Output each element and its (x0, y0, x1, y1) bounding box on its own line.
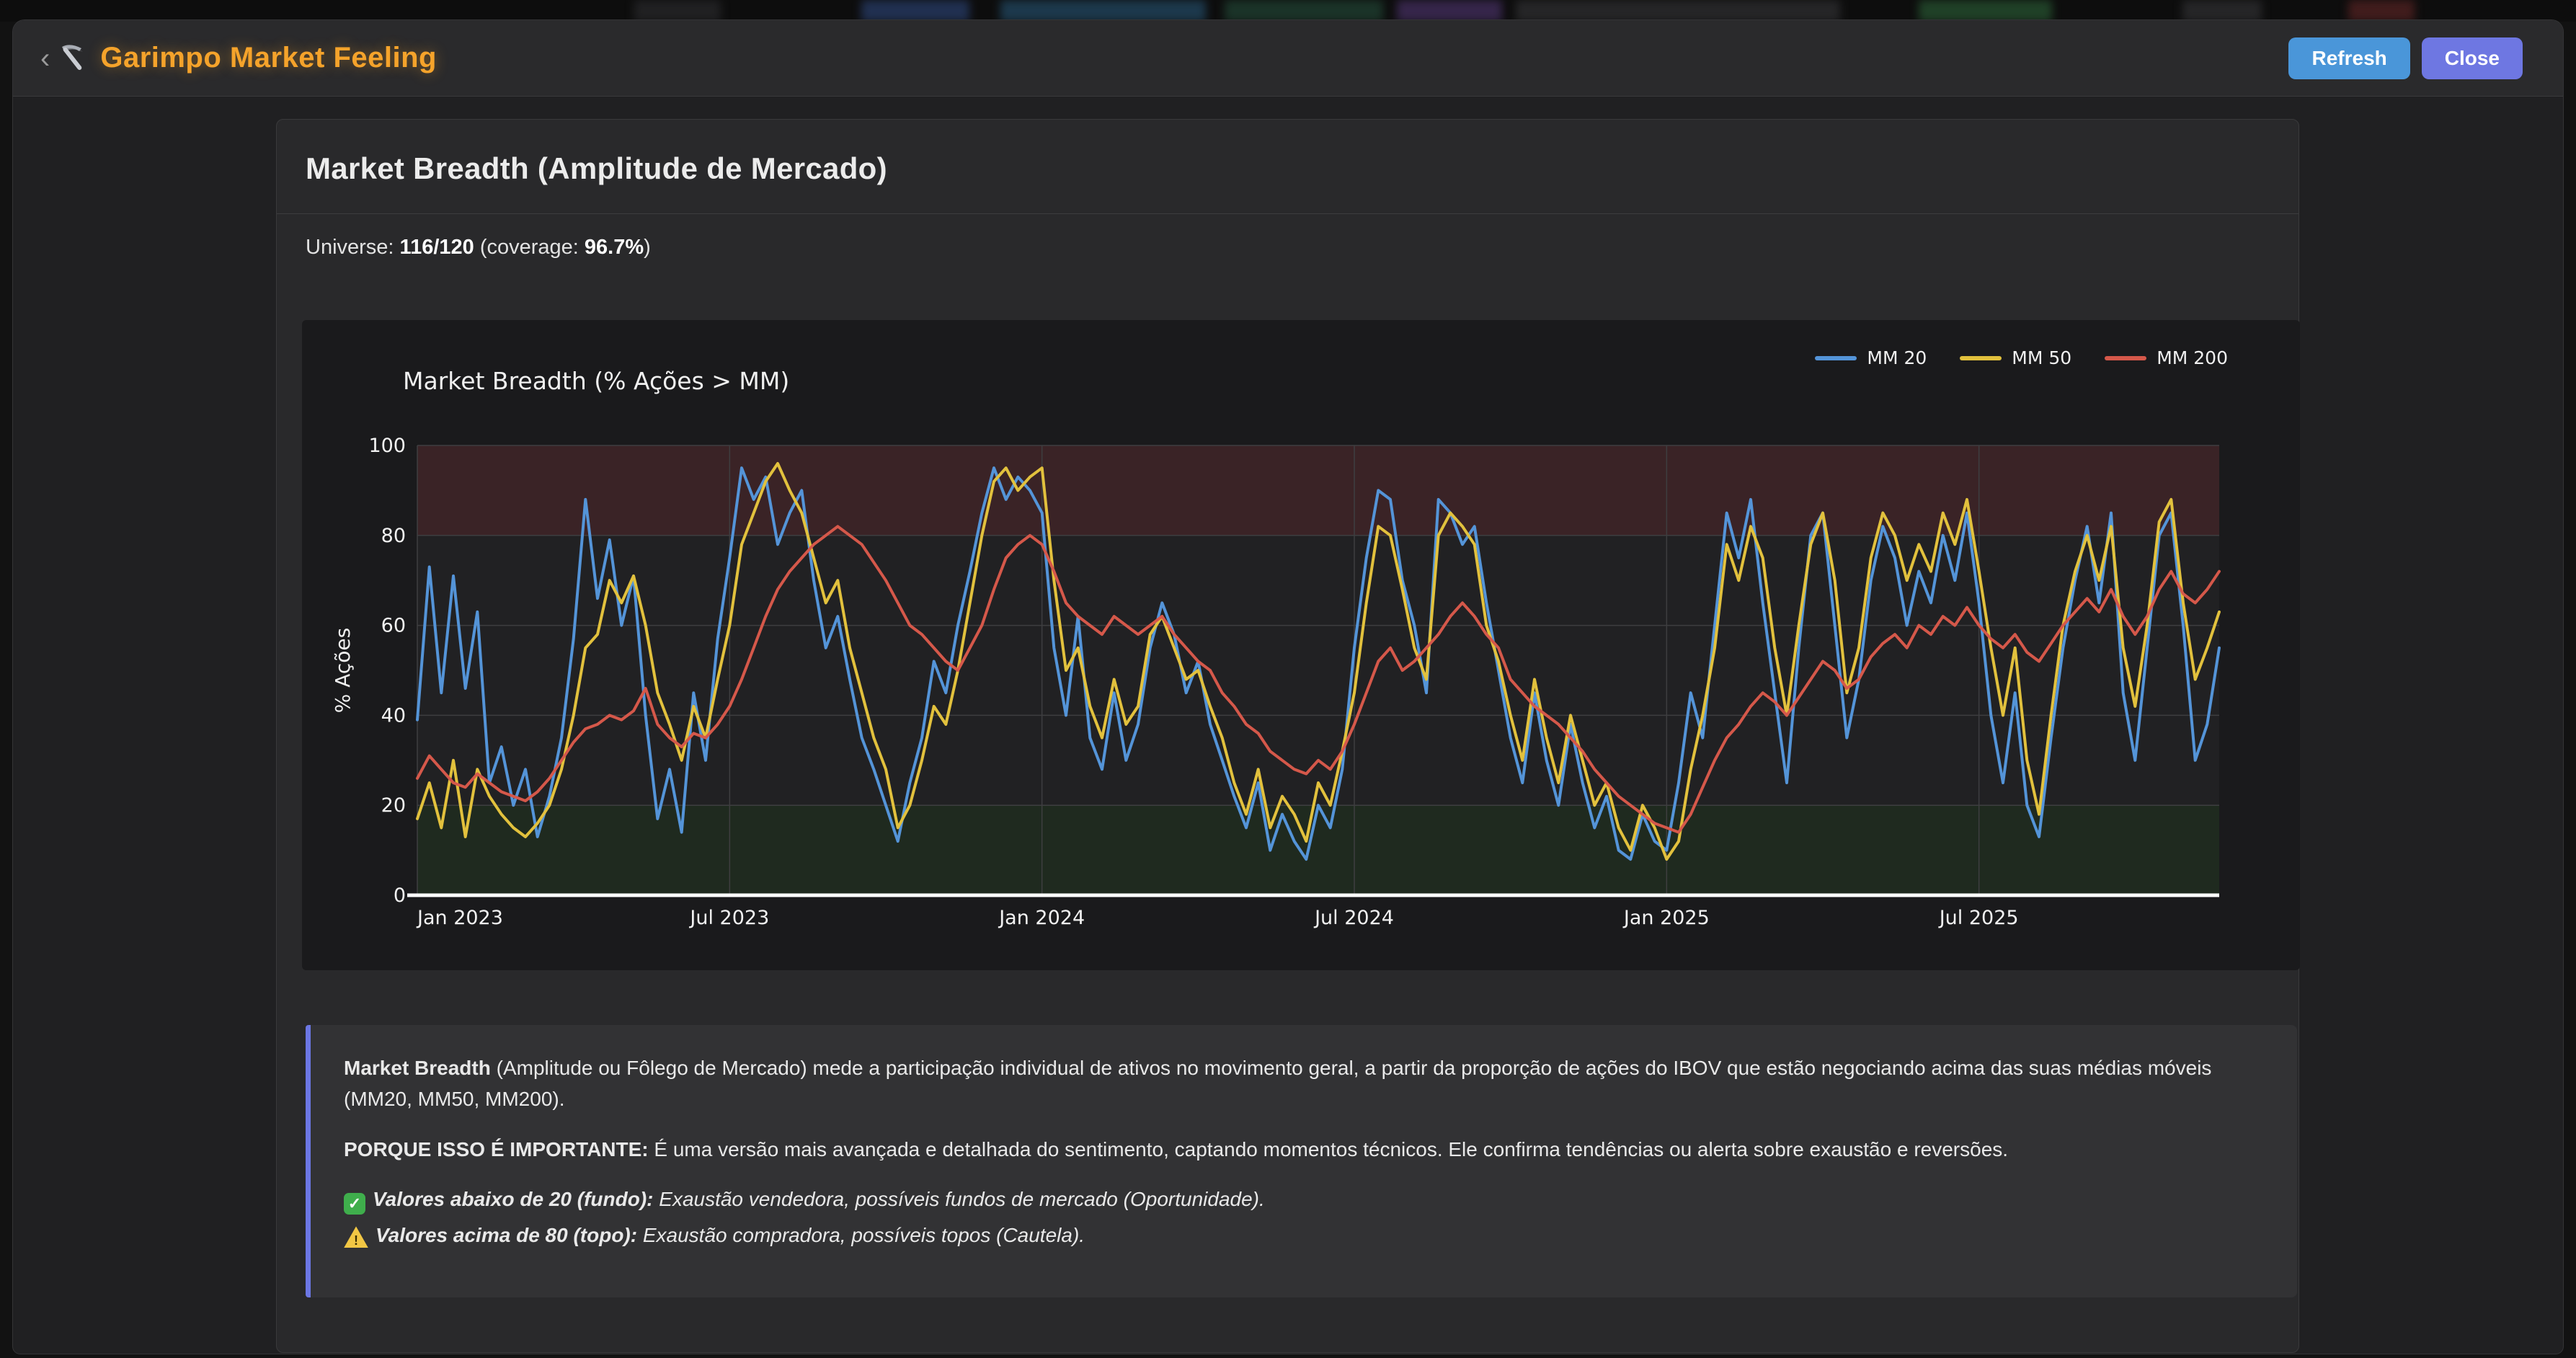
market-breadth-chart-panel: 0 20 40 60 80 100 Jan 2023 Jul 2023 Jan 2024 Jul … (302, 320, 2300, 970)
backdrop-block (1516, 0, 1840, 22)
coverage-value: 96.7% (585, 236, 644, 259)
mm50-swatch (1960, 356, 2002, 360)
card-title: Market Breadth (Amplitude de Mercado) (306, 151, 887, 185)
x-tick-label: Jan 2025 (1622, 907, 1710, 929)
coverage-label: (coverage: (474, 236, 585, 259)
chart-area: 0 20 40 60 80 100 Jan 2023 Jul 2023 Jan 2024 Jul … (302, 320, 2300, 970)
legend-item-mm200[interactable]: MM 200 (2105, 347, 2228, 368)
y-tick-label: 20 (381, 794, 406, 817)
backdrop-block (1225, 0, 1383, 22)
explanation-box: Market Breadth (Amplitude ou Fôlego de M… (306, 1025, 2297, 1297)
x-tick-label: Jul 2025 (1938, 907, 2019, 929)
p2-text: É uma versão mais avançada e detalhada d… (649, 1138, 2008, 1160)
bullet2-text: Exaustão compradora, possíveis topos (Ca… (637, 1224, 1085, 1246)
p1-text: (Amplitude ou Fôlego de Mercado) mede a … (344, 1057, 2211, 1110)
chart-svg: 0 20 40 60 80 100 Jan 2023 Jul 2023 Jan 2024 Jul … (302, 320, 2300, 970)
p1-term: Market Breadth (344, 1057, 491, 1079)
x-tick-label: Jul 2024 (1313, 907, 1394, 929)
backdrop-block (1000, 0, 1206, 22)
chart-legend: MM 20 MM 50 MM 200 (1815, 347, 2228, 368)
y-tick-label: 40 (381, 704, 406, 727)
chart-title: Market Breadth (% Ações > MM) (403, 367, 789, 395)
y-tick-label: 100 (368, 435, 406, 457)
legend-item-mm20[interactable]: MM 20 (1815, 347, 1927, 368)
x-tick-label: Jan 2023 (416, 907, 503, 929)
explanation-paragraph-1: Market Breadth (Amplitude ou Fôlego de M… (344, 1052, 2264, 1115)
x-tick-label: Jul 2023 (688, 907, 769, 929)
backdrop-block (1397, 0, 1502, 22)
bullet1-term: Valores abaixo de 20 (fundo): (373, 1188, 653, 1210)
warning-icon: ! (344, 1226, 368, 1248)
bullet1-text: Exaustão vendedora, possíveis fundos de … (653, 1188, 1264, 1210)
card-title-row: Market Breadth (Amplitude de Mercado) (277, 120, 2299, 214)
app-title: Garimpo Market Feeling (100, 42, 437, 74)
mm20-label: MM 20 (1867, 347, 1927, 368)
close-button[interactable]: Close (2422, 37, 2523, 79)
bullet-high-values: ! Valores acima de 80 (topo): Exaustão co… (344, 1220, 2264, 1251)
mm20-swatch (1815, 356, 1857, 360)
backdrop-block (861, 0, 969, 22)
y-tick-label: 60 (381, 615, 406, 637)
mm200-label: MM 200 (2157, 347, 2228, 368)
y-tick-label: 0 (394, 884, 406, 907)
check-icon: ✓ (344, 1193, 365, 1215)
p2-term: PORQUE ISSO É IMPORTANTE: (344, 1138, 649, 1160)
legend-item-mm50[interactable]: MM 50 (1960, 347, 2071, 368)
refresh-button[interactable]: Refresh (2288, 37, 2410, 79)
back-chevron-icon[interactable]: ‹ (40, 44, 50, 73)
pickaxe-icon (55, 42, 89, 75)
page-backdrop (0, 0, 2576, 22)
bullet2-term: Valores acima de 80 (topo): (376, 1224, 637, 1246)
threshold-band (417, 445, 2219, 536)
x-tick-label: Jan 2024 (998, 907, 1085, 929)
market-breadth-card: Market Breadth (Amplitude de Mercado) Un… (276, 119, 2299, 1353)
y-tick-label: 80 (381, 525, 406, 547)
y-axis-label: % Ações (331, 628, 355, 714)
backdrop-block (634, 0, 721, 22)
backdrop-block (2182, 0, 2262, 22)
universe-value: 116/120 (400, 236, 474, 259)
universe-label: Universe: (306, 236, 400, 259)
mm50-label: MM 50 (2012, 347, 2071, 368)
market-feeling-modal: ‹ Garimpo Market Feeling Refresh Close M… (13, 20, 2563, 1354)
backdrop-block (2348, 0, 2415, 22)
universe-coverage-line: Universe: 116/120 (coverage: 96.7%) (277, 214, 2299, 259)
mm200-swatch (2105, 356, 2146, 360)
coverage-suffix: ) (644, 236, 651, 259)
modal-header: ‹ Garimpo Market Feeling Refresh Close (13, 20, 2563, 97)
backdrop-block (1919, 0, 2052, 22)
threshold-band (417, 805, 2219, 895)
bullet-low-values: ✓ Valores abaixo de 20 (fundo): Exaustão … (344, 1184, 2264, 1215)
explanation-paragraph-2: PORQUE ISSO É IMPORTANTE: É uma versão m… (344, 1134, 2264, 1165)
